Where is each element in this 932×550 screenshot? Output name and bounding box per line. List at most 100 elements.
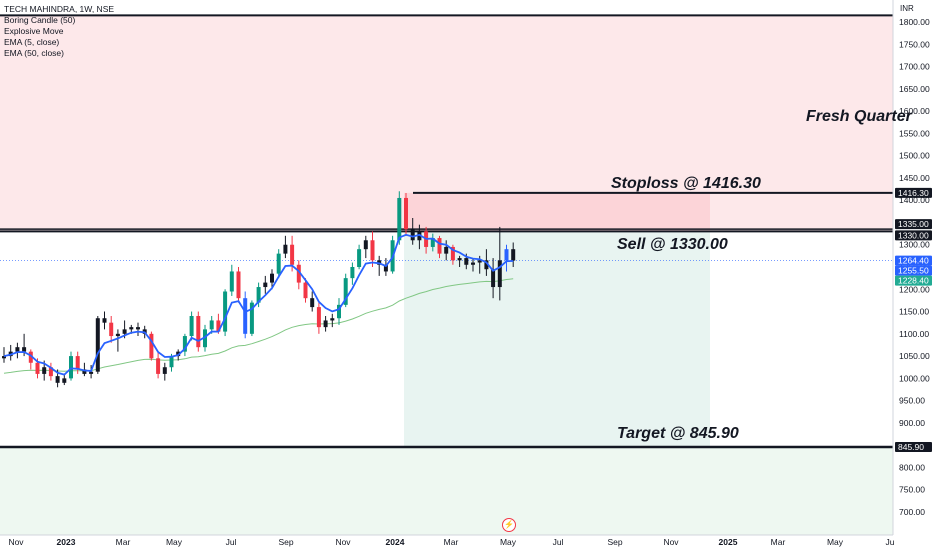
candle-body[interactable] (304, 283, 308, 299)
y-tick-label: 1300.00 (899, 240, 930, 250)
x-tick-label: May (166, 537, 183, 547)
y-tick-label: 1100.00 (899, 329, 929, 339)
candle-body[interactable] (364, 240, 368, 249)
candle-body[interactable] (317, 307, 321, 327)
candle-body[interactable] (330, 318, 334, 320)
x-tick-label: 2025 (719, 537, 738, 547)
candle-body[interactable] (89, 372, 93, 374)
x-tick-label: 2023 (57, 537, 76, 547)
target-box[interactable] (404, 231, 710, 447)
candle-body[interactable] (62, 378, 66, 382)
y-tick-label: 800.00 (899, 462, 925, 472)
candle-body[interactable] (270, 274, 274, 283)
symbol-title[interactable]: TECH MAHINDRA, 1W, NSE (4, 4, 114, 15)
candle-body[interactable] (163, 367, 167, 374)
candle-body[interactable] (471, 263, 475, 265)
candle-body[interactable] (444, 247, 448, 254)
y-tick-label: 1500.00 (899, 151, 930, 161)
candle-body[interactable] (149, 334, 153, 359)
candle-body[interactable] (404, 198, 408, 229)
candle-body[interactable] (458, 258, 462, 260)
candle-body[interactable] (136, 327, 140, 329)
candle-body[interactable] (56, 376, 60, 383)
price-label: 1255.50 (898, 266, 929, 276)
y-tick-label: 1050.00 (899, 351, 930, 361)
candle-body[interactable] (505, 249, 509, 260)
currency-label: INR (900, 4, 914, 13)
candle-body[interactable] (350, 267, 354, 278)
x-tick-label: Mar (116, 537, 131, 547)
x-tick-label: Jul (553, 537, 564, 547)
indicator-boring-candle[interactable]: Boring Candle (50) (4, 15, 114, 26)
candle-body[interactable] (243, 298, 247, 334)
candle-body[interactable] (290, 245, 294, 265)
candle-body[interactable] (283, 245, 287, 254)
candle-body[interactable] (371, 240, 375, 260)
y-tick-label: 1150.00 (899, 307, 929, 317)
candle-body[interactable] (230, 271, 234, 291)
x-tick-label: Ju (886, 537, 895, 547)
x-tick-label: 2024 (386, 537, 405, 547)
candle-body[interactable] (310, 298, 314, 307)
candle-body[interactable] (511, 249, 515, 260)
candle-body[interactable] (357, 249, 361, 267)
candle-body[interactable] (22, 347, 26, 351)
target-annotation: Target @ 845.90 (617, 425, 739, 443)
y-tick-label: 1200.00 (899, 284, 930, 294)
y-tick-label: 1800.00 (899, 17, 930, 27)
candle-body[interactable] (277, 254, 281, 274)
candle-body[interactable] (109, 323, 113, 336)
candle-body[interactable] (223, 292, 227, 332)
candle-body[interactable] (76, 356, 80, 369)
candle-body[interactable] (123, 329, 127, 333)
x-tick-label: Nov (8, 537, 24, 547)
demand-zone (0, 447, 893, 535)
y-tick-label: 1000.00 (899, 373, 930, 383)
candle-body[interactable] (103, 318, 107, 322)
fresh-quarter-annotation: Fresh Quarter (806, 108, 912, 126)
y-tick-label: 1700.00 (899, 62, 930, 72)
price-label: 1264.40 (898, 256, 929, 266)
candle-body[interactable] (69, 356, 73, 378)
candle-body[interactable] (438, 238, 442, 254)
price-label: 1416.30 (898, 188, 929, 198)
y-tick-label: 1650.00 (899, 84, 930, 94)
candle-body[interactable] (156, 358, 160, 374)
x-tick-label: May (500, 537, 517, 547)
candle-body[interactable] (237, 271, 241, 298)
candle-body[interactable] (196, 316, 200, 347)
candle-body[interactable] (263, 283, 267, 287)
candle-body[interactable] (491, 269, 495, 287)
indicator-explosive-move[interactable]: Explosive Move (4, 26, 114, 37)
candle-body[interactable] (36, 363, 40, 374)
x-tick-label: Nov (335, 537, 351, 547)
x-tick-label: Sep (607, 537, 622, 547)
price-label: 1228.40 (898, 276, 929, 286)
candle-body[interactable] (324, 320, 328, 327)
candle-body[interactable] (190, 316, 194, 336)
stoploss-annotation: Stoploss @ 1416.30 (611, 175, 761, 193)
candle-body[interactable] (15, 347, 19, 351)
y-tick-label: 1450.00 (899, 173, 930, 183)
y-tick-label: 900.00 (899, 418, 925, 428)
candle-body[interactable] (397, 198, 401, 240)
candle-body[interactable] (170, 356, 174, 367)
lightning-icon[interactable]: ⚡ (502, 518, 516, 532)
candle-body[interactable] (411, 229, 415, 240)
candle-body[interactable] (498, 260, 502, 287)
y-tick-label: 950.00 (899, 396, 925, 406)
candle-body[interactable] (129, 327, 133, 329)
stoploss-box[interactable] (404, 193, 710, 231)
indicator-ema-5[interactable]: EMA (5, close) (4, 37, 114, 48)
candle-body[interactable] (210, 320, 214, 329)
candle-body[interactable] (42, 367, 46, 374)
candle-body[interactable] (464, 258, 468, 265)
candle-body[interactable] (96, 318, 100, 371)
indicator-ema-50[interactable]: EMA (50, close) (4, 48, 114, 59)
y-tick-label: 750.00 (899, 485, 925, 495)
x-tick-label: Mar (444, 537, 459, 547)
y-tick-label: 1750.00 (899, 39, 930, 49)
candle-body[interactable] (116, 334, 120, 336)
